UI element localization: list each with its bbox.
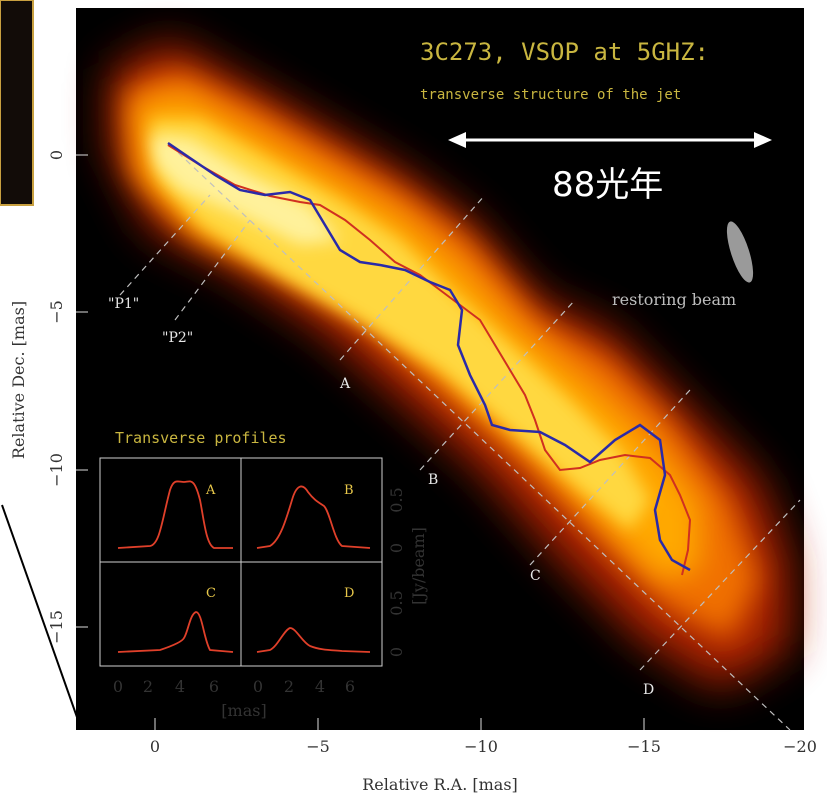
slice-label-d: D [643,682,654,698]
x-tick-label: 0 [150,737,160,756]
x-tick-label: −5 [306,737,330,756]
profile-curve-c [117,611,234,653]
inset-x-label: [mas] [221,701,266,720]
inset-x-tick: 4 [175,677,185,696]
scale-bar [448,132,772,148]
inset-y-tick: 0 [387,543,406,553]
zoom-line [1,504,79,721]
inset-y-label: [Jy/beam] [409,527,428,605]
slice-label-p2: "P2" [162,330,193,346]
axis-ticks [76,154,645,730]
inset-y-tick: 0.5 [387,487,406,512]
y-tick-label: 0 [47,150,66,160]
scale-bar-label: 88光年 [552,165,663,205]
inset-y-tick: 0 [387,647,406,657]
inset-panel-letter-b: B [344,483,354,498]
inset-x-tick: 0 [113,677,123,696]
left-inset-panel [0,0,33,205]
inset-panel-letter-c: C [206,586,216,601]
ridge-line-red [167,144,692,576]
inset-x-tick: 4 [315,677,325,696]
figure-title: 3C273, VSOP at 5GHZ: [420,38,709,66]
slice-lines [119,144,801,731]
x-tick-label: −15 [627,737,661,756]
restoring-beam-label: restoring beam [612,290,736,309]
restoring-beam-ellipse [726,221,754,283]
slice-label-c: C [530,568,541,584]
y-tick-label: −5 [47,300,66,324]
inset-x-tick: 0 [253,677,263,696]
inset-title: Transverse profiles [115,429,287,447]
profile-curve-d [256,627,371,653]
profile-curve-a [117,480,233,549]
x-tick-label: −10 [464,737,498,756]
inset-x-tick: 2 [143,677,153,696]
inset-x-tick: 6 [209,677,219,696]
y-tick-label: −10 [47,453,66,487]
x-axis-title: Relative R.A. [mas] [362,775,518,794]
x-tick-label: −20 [783,737,817,756]
inset-x-tick: 2 [284,677,294,696]
left-inset-border [0,0,34,206]
inset-panel-letter-a: A [205,483,216,498]
inset-panel-letter-d: D [344,586,354,601]
figure-subtitle: transverse structure of the jet [420,87,681,103]
slice-label-p1: "P1" [108,296,139,312]
y-axis-title: Relative Dec. [mas] [9,301,28,459]
inset-x-tick: 6 [345,677,355,696]
slice-label-a: A [339,376,351,392]
slice-label-b: B [428,472,438,488]
profile-curve-b [256,485,371,549]
ridge-line-blue [167,141,691,572]
inset-y-tick: 0.5 [387,590,406,615]
transverse-profiles-inset: Transverse profiles A B C D 0 2 4 6 0 2 … [99,429,428,720]
jet-emission [110,40,790,690]
y-tick-label: −15 [47,610,66,644]
